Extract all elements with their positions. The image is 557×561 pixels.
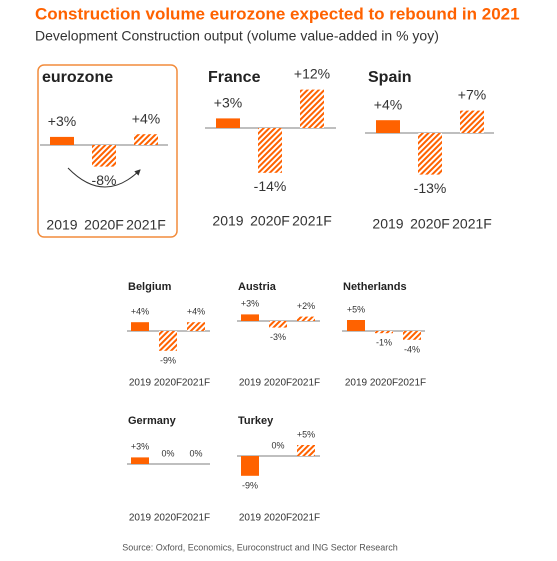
bar [258,128,282,173]
value-label: +5% [297,429,315,439]
bar [403,331,421,340]
panel-title: Spain [368,69,412,86]
bar [92,145,116,167]
source: Source: Oxford, Economics, Euroconstruct… [122,542,398,552]
x-tick-label: 2020F [250,213,290,229]
x-tick-label: 2020F [264,378,292,389]
x-tick-label: 2019 [239,378,262,389]
value-label: +5% [347,304,365,314]
value-label: 0% [189,448,202,458]
bar [131,322,149,331]
bar [269,321,287,328]
x-tick-label: 2021F [292,378,320,389]
value-label: -4% [404,344,420,354]
value-label: +4% [131,306,149,316]
page-title: Construction volume eurozone expected to… [35,4,520,23]
bar [300,89,324,128]
x-tick-label: 2021F [398,378,426,389]
bar [460,110,484,133]
x-tick-label: 2019 [129,378,152,389]
x-tick-label: 2020F [264,513,292,524]
bar [187,322,205,331]
rebound-arrow [67,167,141,188]
x-tick-label: 2020F [154,513,182,524]
x-tick-label: 2021F [182,378,210,389]
bar [241,314,259,321]
bar [241,456,259,476]
bar [297,445,315,456]
value-label: +3% [241,299,259,309]
value-label: +7% [458,87,486,103]
panel-title: Austria [238,281,277,293]
x-tick-label: 2021F [292,513,320,524]
bar [376,120,400,133]
x-tick-label: 2019 [46,217,77,233]
panel-title: Belgium [128,281,172,293]
panel-title: Netherlands [343,281,407,293]
x-tick-label: 2020F [154,378,182,389]
value-label: -3% [270,332,286,342]
value-label: +3% [214,95,242,111]
bar [159,331,177,351]
value-label: 0% [161,448,174,458]
x-tick-label: 2019 [212,213,243,229]
value-label: -9% [160,355,176,365]
x-tick-label: 2020F [370,378,398,389]
x-tick-label: 2021F [182,513,210,524]
value-label: -14% [254,178,287,194]
page-subtitle: Development Construction output (volume … [35,28,439,44]
bar [297,316,315,321]
value-label: +3% [131,442,149,452]
value-label: -13% [414,180,447,196]
bar [216,118,240,128]
value-label: +4% [374,96,402,112]
value-label: -9% [242,480,258,490]
bar [375,331,393,334]
value-label: +12% [294,66,330,82]
bar [131,457,149,464]
value-label: -8% [92,172,117,188]
bar [418,133,442,175]
value-label: +3% [48,113,76,129]
x-tick-label: 2019 [345,378,368,389]
x-tick-label: 2019 [239,513,262,524]
panel-title: Turkey [238,415,274,427]
panel-title: France [208,69,261,86]
x-tick-label: 2020F [410,216,450,232]
panel-title: eurozone [42,69,113,86]
x-tick-label: 2021F [452,216,492,232]
x-tick-label: 2020F [84,217,124,233]
panel-title: Germany [128,415,177,427]
value-label: 0% [271,440,284,450]
bar [134,134,158,145]
bar [50,136,74,145]
x-tick-label: 2021F [126,217,166,233]
value-label: +2% [297,301,315,311]
value-label: +4% [132,110,160,126]
x-tick-label: 2019 [372,216,403,232]
value-label: +4% [187,306,205,316]
x-tick-label: 2019 [129,513,152,524]
value-label: -1% [376,338,392,348]
bar [347,320,365,331]
x-tick-label: 2021F [292,213,332,229]
highlight-box [37,64,178,238]
